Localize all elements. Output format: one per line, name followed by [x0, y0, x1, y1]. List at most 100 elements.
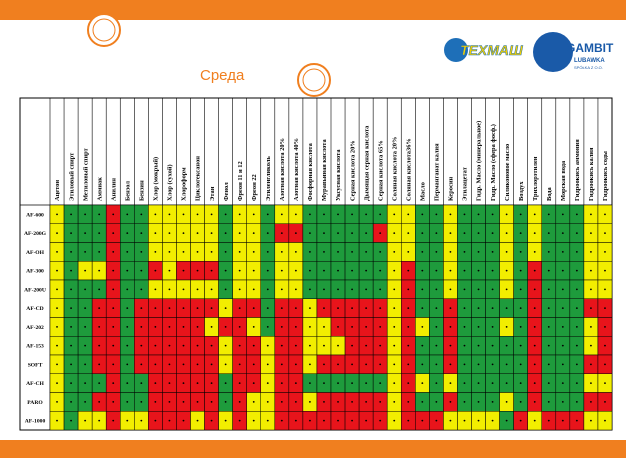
cell-dot — [519, 419, 522, 422]
column-header: Хлор (мокрый) — [153, 157, 160, 201]
cell-dot — [365, 400, 368, 403]
column-header: Фенол — [223, 182, 230, 201]
cell-dot — [393, 232, 396, 235]
cell-dot — [280, 400, 283, 403]
cell-dot — [238, 419, 241, 422]
row-label: AF-200U — [24, 287, 46, 293]
cell-dot — [112, 288, 115, 291]
cell-dot — [421, 288, 424, 291]
row-label: AF-600 — [26, 212, 44, 218]
cell-dot — [252, 250, 255, 253]
cell-dot — [590, 288, 592, 291]
cell-dot — [112, 419, 115, 422]
cell-dot — [196, 382, 199, 385]
cell-dot — [182, 363, 185, 366]
cell-dot — [323, 250, 325, 253]
cell-dot — [491, 325, 494, 328]
cell-dot — [337, 232, 339, 235]
cell-dot — [590, 344, 592, 347]
cell-dot — [140, 269, 143, 272]
cell-dot — [196, 419, 199, 422]
cell-dot — [70, 344, 72, 347]
column-header: Циклогексанон — [195, 156, 202, 201]
cell-dot — [126, 269, 129, 272]
cell-dot — [126, 400, 129, 403]
cell-dot — [561, 213, 564, 216]
cell-dot — [154, 325, 157, 328]
cell-dot — [196, 307, 199, 310]
cell-dot — [266, 325, 269, 328]
cell-dot — [379, 344, 382, 347]
cell-dot — [309, 288, 311, 291]
cell-dot — [533, 382, 536, 385]
cell-dot — [519, 363, 522, 366]
cell-dot — [252, 382, 255, 385]
cell-dot — [561, 419, 564, 422]
cell-dot — [168, 325, 171, 328]
cell-dot — [70, 325, 72, 328]
cell-dot — [547, 288, 550, 291]
cell-dot — [421, 419, 424, 422]
cell-dot — [477, 213, 480, 216]
cell-dot — [590, 250, 592, 253]
column-header: Силиконовое масло — [504, 144, 511, 201]
cell-dot — [98, 382, 101, 385]
cell-dot — [575, 307, 578, 310]
column-header: Аммиак — [96, 177, 103, 201]
cell-dot — [604, 288, 606, 291]
cell-dot — [280, 344, 283, 347]
cell-dot — [533, 344, 536, 347]
cell-dot — [365, 363, 368, 366]
cell-dot — [266, 363, 269, 366]
cell-dot — [393, 213, 396, 216]
cell-dot — [112, 400, 115, 403]
cell-dot — [98, 307, 101, 310]
cell-dot — [561, 325, 564, 328]
cell-dot — [56, 419, 58, 422]
cell-dot — [491, 419, 494, 422]
cell-dot — [294, 344, 297, 347]
cell-dot — [126, 288, 129, 291]
cell-dot — [238, 344, 241, 347]
cell-dot — [323, 307, 325, 310]
cell-dot — [575, 269, 578, 272]
cell-dot — [547, 307, 550, 310]
cell-dot — [126, 419, 129, 422]
cell-dot — [604, 382, 606, 385]
cell-dot — [252, 269, 255, 272]
cell-dot — [561, 363, 564, 366]
cell-dot — [294, 307, 297, 310]
column-header: Трихлорэтилен — [532, 156, 539, 201]
cell-dot — [491, 363, 494, 366]
cell-dot — [449, 213, 452, 216]
cell-dot — [309, 382, 311, 385]
cell-dot — [309, 307, 311, 310]
cell-dot — [280, 363, 283, 366]
column-header: Анилин — [110, 178, 117, 201]
column-header: Перманганат калия — [434, 143, 441, 201]
cell-dot — [266, 400, 269, 403]
cell-dot — [421, 232, 424, 235]
cell-dot — [505, 419, 508, 422]
cell-dot — [435, 250, 438, 253]
cell-dot — [491, 344, 494, 347]
cell-dot — [575, 213, 578, 216]
cell-dot — [56, 288, 58, 291]
cell-dot — [182, 250, 185, 253]
cell-dot — [505, 213, 508, 216]
column-header: Азотная кислота 20% — [279, 138, 286, 201]
cell-dot — [196, 363, 199, 366]
cell-dot — [505, 307, 508, 310]
cell-dot — [56, 344, 58, 347]
cell-dot — [266, 288, 269, 291]
cell-dot — [561, 288, 564, 291]
cell-dot — [252, 400, 255, 403]
cell-dot — [351, 307, 353, 310]
cell-dot — [70, 419, 72, 422]
cell-dot — [309, 232, 311, 235]
column-header: Этилацетат — [462, 166, 469, 201]
cell-dot — [337, 382, 339, 385]
cell-dot — [112, 382, 115, 385]
cell-dot — [477, 325, 480, 328]
cell-dot — [238, 269, 241, 272]
